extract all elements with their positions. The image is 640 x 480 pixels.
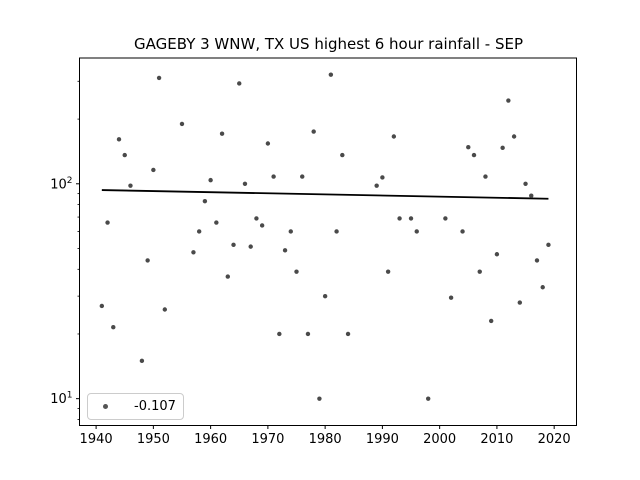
axes-frame bbox=[79, 57, 577, 426]
data-point bbox=[259, 223, 265, 228]
data-point bbox=[317, 396, 322, 401]
x-tick-label: 1980 bbox=[309, 432, 342, 447]
legend-slope-label: -0.107 bbox=[134, 399, 176, 414]
data-point bbox=[242, 181, 248, 186]
data-point bbox=[334, 229, 339, 234]
y-tick-label: 101 bbox=[50, 391, 72, 408]
x-tick-label: 2010 bbox=[480, 432, 513, 447]
data-point bbox=[385, 269, 391, 274]
data-point bbox=[116, 137, 122, 142]
data-point bbox=[380, 175, 385, 180]
data-point bbox=[500, 145, 505, 151]
data-point bbox=[214, 220, 219, 225]
data-point bbox=[488, 318, 494, 324]
data-point bbox=[529, 193, 534, 198]
x-tick-label: 2000 bbox=[423, 432, 456, 447]
data-point bbox=[179, 121, 185, 127]
data-point bbox=[414, 229, 419, 234]
data-point bbox=[477, 269, 482, 274]
data-point bbox=[546, 242, 551, 248]
data-point bbox=[340, 152, 345, 158]
x-tick-label: 1950 bbox=[137, 432, 170, 447]
x-tick-label: 1990 bbox=[366, 432, 399, 447]
data-point bbox=[448, 295, 454, 300]
trend-line bbox=[101, 189, 549, 200]
data-point bbox=[162, 307, 168, 312]
data-point bbox=[139, 358, 145, 364]
data-point bbox=[300, 174, 305, 179]
data-point bbox=[225, 274, 230, 279]
legend-dot-icon bbox=[103, 404, 108, 409]
chart-title: GAGEBY 3 WNW, TX US highest 6 hour rainf… bbox=[134, 35, 523, 53]
data-point bbox=[254, 216, 259, 221]
data-point bbox=[145, 258, 150, 263]
data-point bbox=[151, 167, 156, 173]
data-point bbox=[540, 285, 545, 290]
data-point bbox=[494, 252, 500, 257]
data-point bbox=[282, 248, 288, 253]
data-point bbox=[128, 183, 133, 188]
x-tick-label: 2020 bbox=[538, 432, 571, 447]
data-point bbox=[305, 331, 311, 337]
data-point bbox=[523, 181, 528, 186]
data-point bbox=[466, 145, 471, 150]
data-point bbox=[374, 183, 379, 188]
data-point bbox=[443, 216, 448, 221]
data-point bbox=[277, 331, 282, 337]
data-point bbox=[191, 250, 196, 255]
data-point bbox=[105, 220, 110, 225]
data-point bbox=[202, 198, 208, 204]
data-point bbox=[397, 216, 402, 221]
legend: -0.107 bbox=[87, 393, 184, 420]
data-point bbox=[219, 131, 225, 136]
data-point bbox=[460, 229, 465, 234]
data-point bbox=[122, 152, 127, 158]
data-point bbox=[311, 129, 316, 134]
data-point bbox=[265, 141, 271, 146]
data-point bbox=[271, 174, 276, 179]
x-tick-label: 1970 bbox=[251, 432, 284, 447]
data-point bbox=[408, 216, 414, 221]
data-point bbox=[111, 325, 116, 330]
data-point bbox=[237, 81, 242, 86]
y-tick-label: 102 bbox=[50, 176, 72, 193]
data-point bbox=[208, 177, 213, 183]
data-point bbox=[231, 242, 236, 248]
data-point bbox=[391, 134, 397, 139]
data-point bbox=[511, 134, 517, 139]
x-tick-label: 1960 bbox=[194, 432, 227, 447]
data-point bbox=[322, 293, 328, 299]
data-point bbox=[534, 258, 540, 263]
data-point bbox=[328, 72, 334, 77]
data-point bbox=[471, 152, 477, 158]
data-point bbox=[99, 303, 105, 309]
data-point bbox=[288, 229, 293, 234]
data-point bbox=[156, 75, 162, 81]
data-point bbox=[426, 396, 431, 401]
data-point bbox=[345, 331, 351, 337]
data-point bbox=[517, 300, 523, 305]
data-point bbox=[483, 174, 488, 179]
data-point bbox=[196, 229, 202, 234]
x-tick-label: 1940 bbox=[80, 432, 113, 447]
data-point bbox=[248, 244, 253, 249]
data-point bbox=[506, 98, 511, 103]
data-point bbox=[294, 269, 299, 274]
